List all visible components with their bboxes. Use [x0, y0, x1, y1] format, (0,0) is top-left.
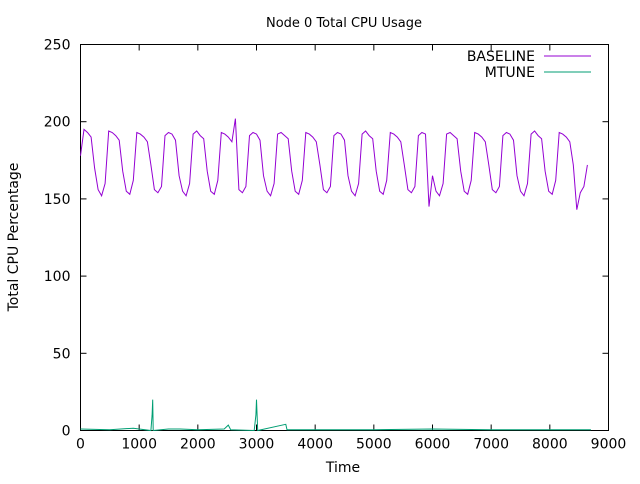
x-tick-label: 1000	[121, 437, 157, 453]
y-tick-label: 200	[44, 115, 71, 131]
x-tick-label: 3000	[239, 437, 275, 453]
x-tick-label: 4000	[297, 437, 333, 453]
x-tick-label: 7000	[473, 437, 509, 453]
y-tick-label: 150	[44, 192, 71, 208]
legend: BASELINE MTUNE	[467, 49, 591, 81]
x-tick-label: 2000	[180, 437, 216, 453]
series-line-baseline	[80, 118, 588, 210]
x-tick-label: 9000	[591, 437, 627, 453]
legend-label-baseline: BASELINE	[467, 49, 535, 65]
plot-border	[80, 44, 609, 431]
legend-label-mtune: MTUNE	[485, 65, 535, 81]
x-tick-label: 6000	[415, 437, 451, 453]
x-tick-label: 5000	[356, 437, 392, 453]
y-tick-label: 100	[44, 269, 71, 285]
y-tick-label: 0	[62, 424, 71, 440]
chart-title: Node 0 Total CPU Usage	[266, 16, 422, 31]
x-tick-label: 8000	[532, 437, 568, 453]
y-tick-label: 250	[44, 38, 71, 54]
series-line-mtune	[80, 399, 591, 432]
x-axis-label: Time	[325, 460, 360, 476]
y-tick-label: 50	[53, 346, 71, 362]
y-axis-label: Total CPU Percentage	[6, 163, 22, 313]
x-tick-label: 0	[76, 437, 85, 453]
